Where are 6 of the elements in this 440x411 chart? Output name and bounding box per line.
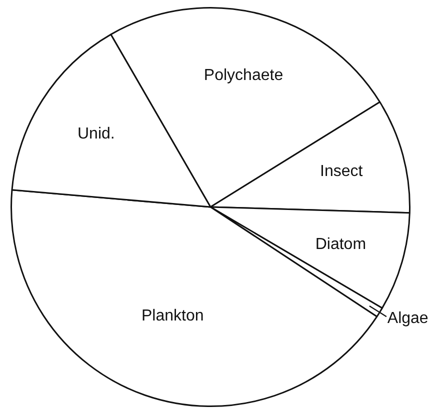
slice-label: Diatom bbox=[315, 236, 366, 253]
slice-label: Unid. bbox=[78, 126, 115, 143]
slice-label: Plankton bbox=[141, 308, 204, 325]
slice-label: Polychaete bbox=[204, 67, 284, 84]
slice-label: Insect bbox=[320, 163, 364, 180]
slice-label: Algae bbox=[387, 310, 428, 327]
